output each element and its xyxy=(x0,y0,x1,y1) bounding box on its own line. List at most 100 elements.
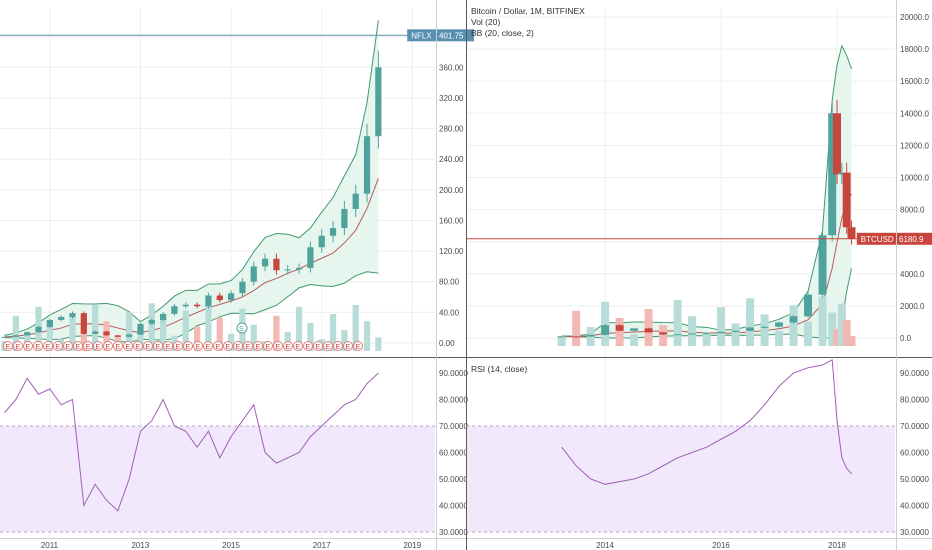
right-price-axis[interactable]: 20000.0 18000.0 16000.0 14000.0 12000.0 10000… xyxy=(856,13,932,343)
volume-bar xyxy=(842,319,851,346)
earnings-marker-label: E xyxy=(246,344,251,351)
price-tick-label: 18000.0 xyxy=(900,45,929,54)
candle-body xyxy=(103,331,110,336)
rsi-band xyxy=(466,426,895,532)
earnings-marker xyxy=(33,341,43,351)
earnings-marker xyxy=(313,341,323,351)
earnings-marker xyxy=(253,341,263,351)
candle-body xyxy=(688,333,697,335)
earnings-marker-label: E xyxy=(6,344,11,351)
candle-body xyxy=(673,334,682,336)
earnings-marker xyxy=(63,341,73,351)
candle-body xyxy=(12,335,19,337)
earnings-marker xyxy=(213,341,223,351)
price-tick-label: 360.00 xyxy=(439,63,464,72)
price-tick-label: 40.00 xyxy=(439,308,460,317)
earnings-marker-label: E xyxy=(306,344,311,351)
earnings-marker xyxy=(43,341,53,351)
candle-body xyxy=(250,266,257,282)
earnings-marker xyxy=(193,341,203,351)
earnings-marker-label: E xyxy=(86,344,91,351)
time-tick-label: 2013 xyxy=(131,541,149,550)
volume-bar xyxy=(760,314,769,346)
left-rsi-axis[interactable]: 90.0000 80.0000 70.0000 60.0000 50.0000 40.00… xyxy=(439,369,468,537)
candle-body xyxy=(329,228,337,236)
right-chart: 20000.0 18000.0 16000.0 14000.0 12000.0 10000… xyxy=(466,8,932,550)
right-time-axis[interactable]: 2014 2016 2018 xyxy=(596,541,846,550)
price-tick-label: 4000.0 xyxy=(900,270,925,279)
left-rsi-pane xyxy=(0,372,435,533)
candle-body xyxy=(746,327,755,331)
earnings-marker-label: E xyxy=(356,344,361,351)
rsi-tick-label: 60.0000 xyxy=(900,449,929,458)
volume-bar xyxy=(341,330,348,351)
time-tick-label: 2017 xyxy=(313,541,331,550)
candle-body xyxy=(307,247,314,268)
earnings-marker xyxy=(223,341,233,351)
earnings-marker xyxy=(13,341,23,351)
bollinger-basis xyxy=(4,178,379,338)
earnings-marker xyxy=(153,341,163,351)
candle-body xyxy=(46,320,53,327)
candle-body xyxy=(227,293,235,301)
volume-bar xyxy=(746,298,755,346)
candle-body xyxy=(630,328,639,331)
volume-bar xyxy=(12,315,19,351)
volume-bar xyxy=(273,315,280,351)
volume-bar xyxy=(363,321,371,351)
left-price-axis[interactable]: 400.00360.00320.00280.00240.00200.00160.… xyxy=(407,29,474,348)
earnings-marker-label: E xyxy=(156,344,161,351)
candle-body xyxy=(375,67,382,137)
price-tick-label: 16000.0 xyxy=(900,77,929,86)
earnings-marker xyxy=(3,341,13,351)
candle-body xyxy=(182,304,189,307)
right-rsi-axis[interactable]: 90.0000 80.0000 70.0000 60.0000 50.0000 40.00… xyxy=(900,369,929,537)
earnings-marker-label: E xyxy=(96,344,101,351)
candle-body xyxy=(828,113,837,236)
candle-body xyxy=(126,334,133,337)
volume-bar xyxy=(644,309,653,346)
split-marker-label: S xyxy=(239,326,244,333)
earnings-marker xyxy=(353,341,363,351)
volume-bar xyxy=(837,303,846,346)
earnings-marker-label: E xyxy=(146,344,151,351)
volume-bar xyxy=(557,336,566,346)
candle-body xyxy=(160,313,167,321)
left-price-pane: E E E E E E E E E E E E E E E E E E E E E E E E E E E E E E E E E E E ES xyxy=(0,8,435,537)
time-tick-label: 2018 xyxy=(828,541,846,550)
earnings-marker-label: E xyxy=(26,344,31,351)
price-tick-label: 120.00 xyxy=(439,247,464,256)
volume-bar xyxy=(818,296,827,346)
volume-bar xyxy=(160,319,167,351)
volume-bar xyxy=(630,334,639,346)
earnings-marker-label: E xyxy=(46,344,51,351)
last-price-badge xyxy=(896,232,932,245)
earnings-marker xyxy=(303,341,313,351)
candle-body xyxy=(352,193,359,209)
volume-bar xyxy=(847,336,856,346)
rsi-tick-label: 50.0000 xyxy=(900,475,929,484)
left-time-axis[interactable]: 2011 2013 2015 2017 2019 xyxy=(41,541,422,550)
candle-body xyxy=(1,336,8,338)
rsi-tick-label: 80.0000 xyxy=(439,396,468,405)
symbol-badge xyxy=(407,29,436,42)
price-tick-label: 160.00 xyxy=(439,216,464,225)
earnings-marker-label: E xyxy=(266,344,271,351)
earnings-marker-label: E xyxy=(236,344,241,351)
rsi-tick-label: 70.0000 xyxy=(439,422,468,431)
legend-line: BB (20, close, 2) xyxy=(471,28,534,38)
volume-bar xyxy=(673,300,682,346)
rsi-legend: RSI (14, close) xyxy=(471,364,527,374)
price-tick-label: 200.00 xyxy=(439,186,464,195)
earnings-marker xyxy=(93,341,103,351)
earnings-marker-label: E xyxy=(296,344,301,351)
earnings-marker-label: E xyxy=(76,344,81,351)
volume-bar xyxy=(250,324,257,351)
earnings-marker-label: E xyxy=(36,344,41,351)
earnings-marker xyxy=(203,341,213,351)
earnings-marker-label: E xyxy=(176,344,181,351)
volume-bar xyxy=(789,305,798,346)
earnings-marker-label: E xyxy=(226,344,231,351)
